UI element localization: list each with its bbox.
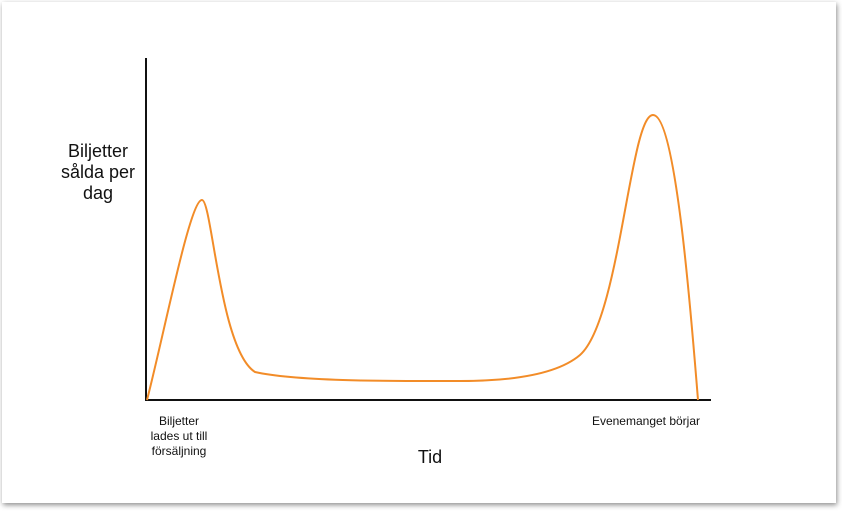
y-axis-label: sålda per (61, 162, 135, 182)
sales-curve (146, 113, 699, 401)
card (2, 2, 836, 503)
y-axis-label: dag (83, 183, 113, 203)
x-annotation: Evenemanget börjar (592, 414, 700, 428)
x-annotation: Biljetter (159, 414, 199, 428)
x-annotation: försäljning (152, 444, 207, 458)
x-annotation: lades ut till (151, 429, 208, 443)
x-axis-label: Tid (418, 447, 442, 467)
y-axis-label: Biljetter (68, 141, 128, 161)
